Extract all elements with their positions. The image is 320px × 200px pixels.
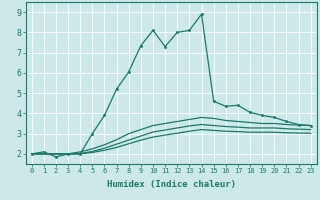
X-axis label: Humidex (Indice chaleur): Humidex (Indice chaleur): [107, 180, 236, 189]
